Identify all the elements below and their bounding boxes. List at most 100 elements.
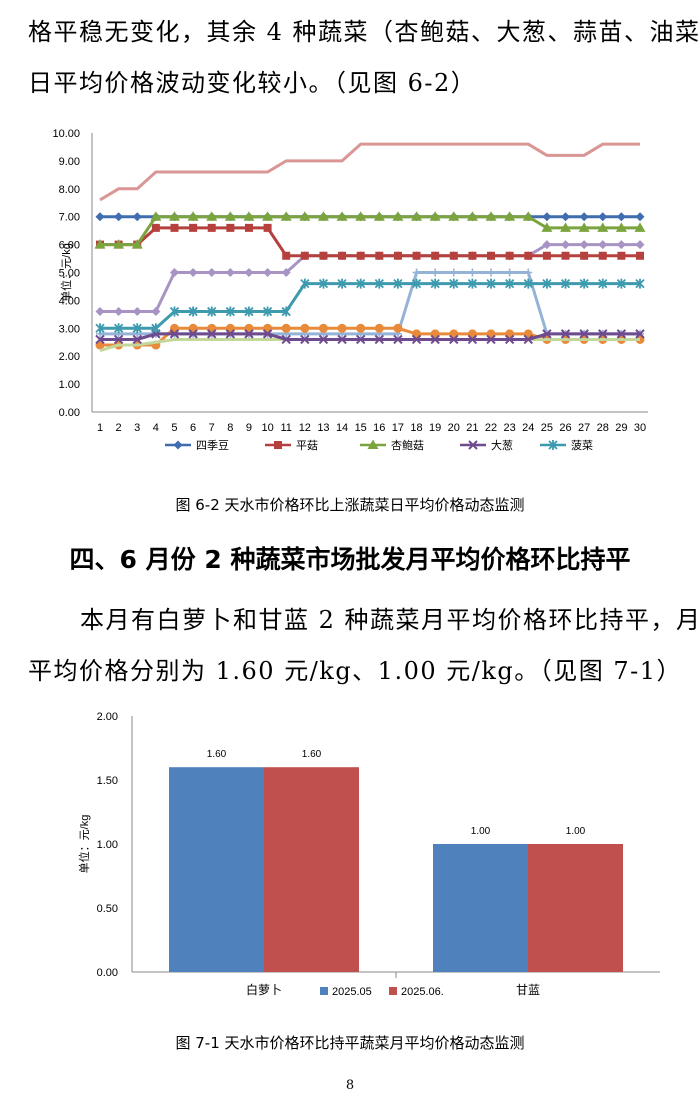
series-4-point (411, 278, 422, 289)
x-tick-label: 24 (522, 422, 534, 434)
series-1-point (524, 251, 533, 260)
unlabeled-series-1-point (263, 268, 273, 277)
x-tick-label: 6 (190, 422, 196, 434)
series-2-point (392, 211, 404, 221)
series-4-point (95, 323, 105, 334)
series-2-point (187, 211, 199, 221)
series-2-point (150, 211, 162, 221)
series-0-point (95, 212, 105, 222)
section-4-heading: 四、6 月份 2 种蔬菜市场批发月平均价格环比持平 (69, 545, 631, 574)
series-2-point (373, 211, 385, 221)
section-4-line-1: 本月有白萝卜和甘蓝 2 种蔬菜月平均价格环比持平，月 (80, 606, 700, 634)
unlabeled-series-1-point (579, 240, 589, 250)
unlabeled-series-3-point (337, 323, 347, 333)
x-tick-label: 1 (97, 422, 103, 434)
unlabeled-series-1-point (151, 307, 161, 317)
series-4-point (486, 278, 496, 289)
series-2-line (100, 215, 640, 247)
legend-swatch (320, 987, 328, 995)
unlabeled-series-2-line (100, 271, 640, 336)
legend-label: 2025.06. (401, 986, 444, 998)
x-tick-label: 28 (597, 422, 609, 434)
series-4-point (449, 278, 459, 289)
section-4-line-2: 平均价格分别为 1.60 元/kg、1.00 元/kg。（见图 7-1） (28, 657, 683, 685)
unlabeled-series-1-point (616, 240, 626, 250)
bar-data-label: 1.00 (566, 826, 586, 837)
legend-marker (548, 440, 558, 450)
y-axis-label: 单位：元/kg (59, 243, 73, 302)
legend-label: 杏鲍菇 (391, 438, 424, 452)
series-1-point (449, 251, 458, 260)
x-tick-label: 10 (261, 422, 273, 434)
series-1-point (207, 223, 216, 232)
series-4-point (244, 306, 254, 317)
series-1-point (226, 223, 235, 232)
unlabeled-series-3-point (281, 323, 291, 333)
series-1-point (300, 251, 309, 260)
series-0-point (616, 212, 626, 222)
series-1-point (598, 251, 607, 260)
y-tick-label: 2.00 (59, 351, 80, 363)
series-4-point (169, 306, 180, 317)
y-tick-label: 0.00 (97, 967, 118, 979)
series-1-point (170, 223, 179, 232)
series-4-point (598, 278, 608, 289)
series-1-point (338, 251, 347, 260)
category-label: 白萝卜 (246, 982, 282, 997)
unlabeled-series-1-point (132, 307, 142, 317)
series-2-point (615, 222, 627, 232)
x-tick-label: 16 (373, 422, 385, 434)
series-1-line (100, 226, 640, 258)
series-3-point (337, 334, 347, 345)
bar (528, 844, 623, 972)
series-3-point (225, 329, 236, 339)
series-3-point (393, 334, 403, 345)
y-tick-label: 5.00 (59, 268, 80, 280)
series-2-point (131, 239, 143, 249)
unlabeled-series-1-point (598, 240, 608, 250)
series-4-point (207, 306, 217, 317)
unlabeled-series-0-line (99, 142, 640, 202)
x-tick-label: 30 (634, 422, 646, 434)
series-4-point (188, 306, 198, 317)
y-tick-label: 8.00 (59, 184, 80, 196)
series-3-point (523, 334, 533, 345)
series-3-point (411, 334, 422, 345)
x-tick-label: 25 (541, 422, 553, 434)
legend-label: 平菇 (296, 438, 318, 452)
x-tick-label: 17 (392, 422, 404, 434)
line-chart: 0.00 1.00 2.00 3.00 4.00 5.00 6.00 7.00 8.00 9.00… (52, 128, 648, 452)
series-1-point (356, 251, 365, 260)
x-tick-label: 9 (246, 422, 252, 434)
series-4-point (542, 278, 552, 289)
bar (169, 767, 264, 972)
legend-marker (274, 441, 282, 449)
series-4-point (337, 278, 347, 289)
y-tick-label: 2.00 (97, 711, 118, 723)
series-3-point (188, 329, 198, 339)
unlabeled-series-2-point (524, 268, 533, 277)
series-2-point (485, 211, 497, 221)
figure-6-2-caption: 图 6-2 天水市价格环比上涨蔬菜日平均价格动态监测 (175, 496, 525, 514)
y-axis-label: 单位：元/kg (77, 815, 91, 874)
series-1-point (375, 251, 384, 260)
series-4-point (505, 278, 515, 289)
y-tick-label: 10.00 (52, 128, 80, 140)
series-2-point (541, 222, 553, 232)
series-3-point (355, 334, 366, 345)
series-3-point (374, 334, 385, 345)
series-4-point (635, 278, 645, 289)
unlabeled-series-1-point (225, 268, 235, 277)
series-4-point (523, 278, 533, 289)
series-2-point (560, 222, 572, 232)
unlabeled-series-3-point (318, 323, 328, 333)
y-tick-label: 1.00 (97, 839, 118, 851)
series-0-point (132, 212, 142, 222)
unlabeled-series-2-point (431, 268, 440, 277)
legend-label: 四季豆 (196, 439, 229, 452)
series-2-point (522, 211, 534, 221)
legend-swatch (389, 987, 397, 995)
series-2-point (578, 222, 590, 232)
y-tick-label: 9.00 (59, 156, 80, 168)
unlabeled-series-1-point (207, 268, 217, 277)
